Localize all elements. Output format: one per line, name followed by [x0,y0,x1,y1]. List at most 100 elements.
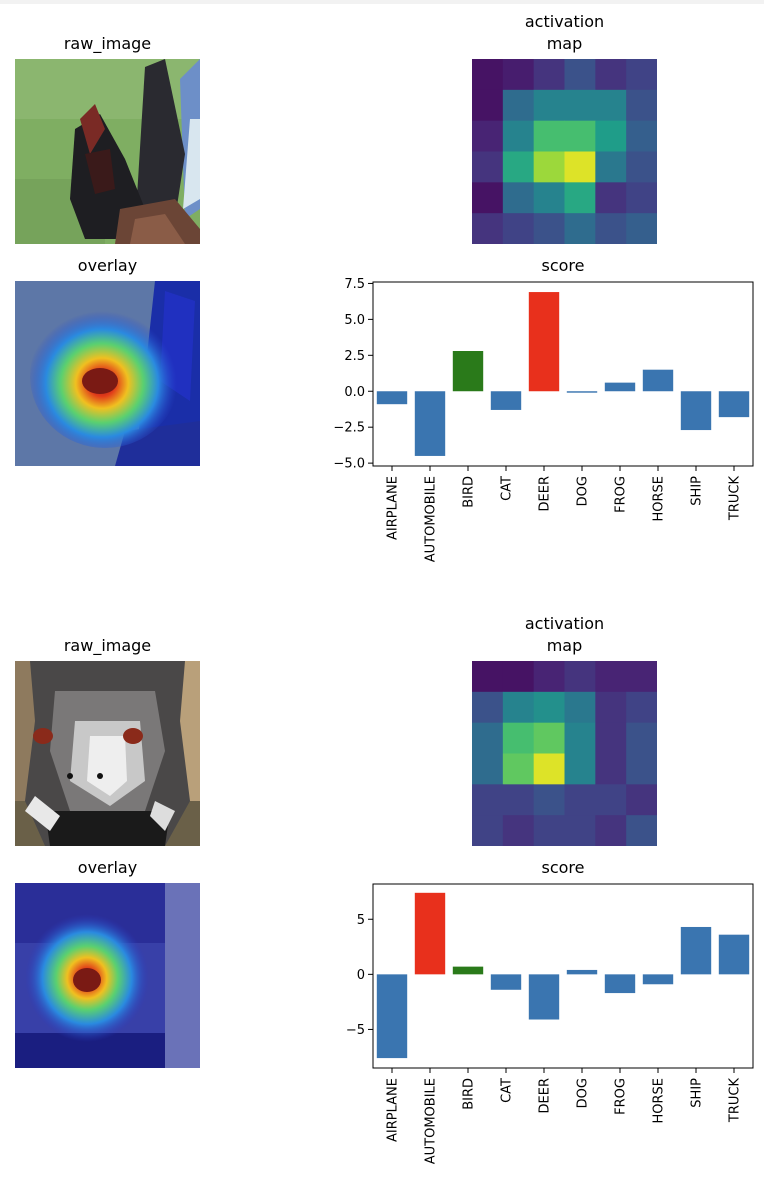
heatmap-cell [595,815,627,846]
score-title: score [541,858,585,877]
heatmap-cell [626,89,657,122]
bar-horse [642,369,674,392]
heatmap-cell [533,89,565,122]
bar-cat [490,391,522,410]
bar-ship [680,391,712,431]
heatmap-cell [533,722,565,754]
heatmap-cell [595,661,627,693]
heatmap-cell [502,120,535,152]
heatmap-cell [533,59,565,91]
bar-bird [452,966,484,975]
x-tick-label: TRUCK [728,1078,743,1124]
activation-title-line2: map [546,636,583,655]
heatmap-cell [472,661,504,693]
bar-automobile [414,892,446,975]
heatmap-cell [595,151,627,183]
heatmap-cell [472,815,504,846]
heatmap-cell [564,59,596,91]
x-tick-label: FROG [614,1078,629,1115]
heatmap-cell [626,691,657,724]
x-tick-label: TRUCK [728,476,743,522]
bar-automobile [414,391,446,456]
activation-map [472,59,657,244]
heatmap-cell [533,784,565,816]
bar-horse [642,974,674,985]
bar-cat [490,974,522,990]
heatmap-cell [564,213,596,244]
heatmap-cell [472,182,504,214]
x-tick-label: DOG [576,1078,591,1108]
heatmap-cell [595,753,627,785]
x-tick-label: BIRD [462,1078,477,1110]
y-tick-label: −2.5 [333,421,365,436]
heatmap-cell [502,89,535,122]
heatmap-cell [626,815,657,846]
heatmap-cell [595,182,627,214]
score-bar-chart: 5 0 −5 AIRPLANE AUTOMOBILE BIRD CAT DEER DOG FROG… [346,883,754,1164]
heatmap-cell [502,59,535,91]
x-tick-label: CAT [500,476,515,501]
heatmap-cell [626,722,657,754]
overlay-image-emu [15,883,200,1068]
y-tick-label: 0.0 [344,385,365,400]
heatmap-cell [564,815,596,846]
heatmap-cell [472,691,504,724]
top-strip [0,0,764,4]
y-tick-label: 0 [357,968,365,983]
x-tick-label: DOG [576,476,591,506]
x-tick-label: CAT [500,1078,515,1103]
activation-map [472,661,657,846]
heatmap-cell [533,691,565,724]
bar-dog [566,391,598,393]
heatmap-cell [564,722,596,754]
heatmap-cell [595,213,627,244]
raw-image-bird [15,59,200,244]
y-tick-label: −5.0 [333,457,365,472]
heatmap-cell [626,753,657,785]
heatmap-cell [564,691,596,724]
y-tick-label: 2.5 [344,349,365,364]
x-tick-label: DEER [538,476,553,511]
overlay-image-bird [15,281,200,466]
activation-title-line2: map [546,34,583,53]
heatmap-cell [472,89,504,122]
heatmap-cell [533,753,565,785]
heatmap-cell [472,120,504,152]
heatmap-cell [626,182,657,214]
heatmap-cell [626,661,657,693]
x-tick-label: AUTOMOBILE [424,476,439,562]
heatmap-cell [564,120,596,152]
raw-image-title: raw_image [63,636,152,655]
figure-1: raw_image overlay [0,0,764,590]
heatmap-cell [595,120,627,152]
score-bar-chart: 7.5 5.0 2.5 0.0 −2.5 −5.0 AIRPLANE AUTOMOBILE BI… [333,277,754,562]
y-tick-label: −5 [346,1023,365,1038]
heatmap-cell [502,691,535,724]
heatmap-cell [472,213,504,244]
heatmap-cell [533,120,565,152]
heatmap-cell [533,213,565,244]
x-tick-label: AIRPLANE [386,1078,401,1142]
heatmap-cell [595,89,627,122]
heatmap-cell [595,59,627,91]
plot-frame [372,281,754,467]
bar-bird [452,351,484,392]
score-title: score [541,256,585,275]
bar-frog [604,382,636,392]
heatmap-cell [564,784,596,816]
activation-title-line1: activation [524,614,605,633]
x-tick-label: SHIP [690,1078,705,1108]
x-tick-label: SHIP [690,476,705,506]
overlay-title: overlay [77,256,138,275]
heatmap-cell [502,661,535,693]
heatmap-cell [472,753,504,785]
y-tick-label: 5 [357,913,365,928]
heatmap-cell [564,89,596,122]
heatmap-cell [595,722,627,754]
activation-title-line1: activation [524,12,605,31]
bar-airplane [376,974,408,1059]
x-tick-label: BIRD [462,476,477,508]
heatmap-cell [502,815,535,846]
x-tick-label: AIRPLANE [386,476,401,540]
heatmap-cell [626,120,657,152]
